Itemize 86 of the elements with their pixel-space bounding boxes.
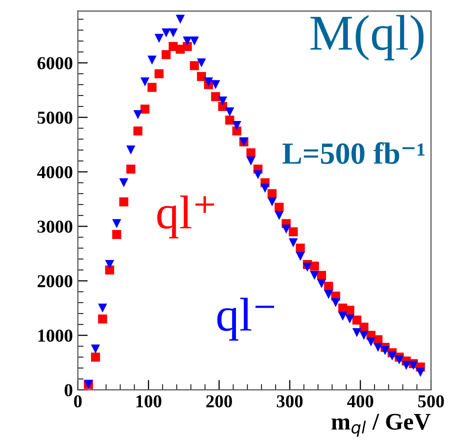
point (394, 355, 404, 364)
x-axis-title: m$_{ql}$ / GeV (332, 414, 431, 437)
point (218, 96, 228, 106)
y-tick-label: 1000 (38, 330, 72, 342)
point (105, 260, 114, 269)
point (168, 28, 178, 38)
point (112, 230, 122, 240)
point (154, 69, 164, 78)
x-tick-label: 0 (74, 395, 82, 408)
point (352, 316, 362, 325)
point (416, 368, 425, 377)
point (310, 270, 319, 280)
point (288, 227, 298, 236)
point (182, 36, 192, 46)
point (91, 344, 100, 354)
point (211, 92, 220, 102)
annotation: M(ql) (310, 14, 424, 60)
point (366, 337, 376, 346)
point (119, 178, 128, 188)
point (282, 224, 291, 234)
point (352, 328, 362, 338)
y-tick-label: 3000 (38, 220, 72, 233)
point (176, 14, 185, 24)
y-tick-label: 5000 (38, 112, 72, 124)
point (190, 36, 199, 46)
point (119, 197, 128, 206)
point (162, 28, 171, 38)
series-label: ql⁺ (157, 196, 214, 238)
point (274, 210, 284, 220)
point (162, 50, 171, 60)
point (148, 82, 157, 92)
point (338, 312, 348, 321)
y-tick-label: 2000 (38, 275, 72, 288)
point (345, 306, 354, 315)
x-tick-label: 300 (276, 395, 303, 408)
point (190, 61, 199, 70)
series-label: ql⁻ (217, 298, 274, 341)
point (126, 164, 136, 174)
x-tick-label: 400 (347, 395, 374, 408)
x-tick-label: 100 (136, 395, 162, 408)
point (253, 170, 262, 180)
point (126, 146, 136, 155)
point (288, 238, 298, 248)
point (268, 197, 277, 206)
point (302, 262, 312, 272)
point (225, 116, 234, 125)
point (105, 265, 114, 274)
point (310, 262, 319, 271)
point (246, 156, 256, 166)
point (91, 352, 100, 362)
point (388, 352, 397, 361)
point (232, 121, 242, 130)
point (268, 189, 277, 198)
annotation: L=500 fb⁻¹ (282, 142, 425, 164)
point (225, 107, 234, 116)
point (211, 80, 220, 90)
point (296, 244, 305, 253)
point (296, 252, 305, 261)
x-tick-label: 200 (206, 395, 232, 408)
point (374, 342, 383, 352)
y-tick-label: 4000 (37, 166, 72, 178)
point (402, 360, 411, 370)
point (98, 314, 108, 324)
point (98, 304, 108, 313)
point (232, 126, 242, 136)
point (140, 104, 150, 114)
point (133, 110, 142, 120)
point (204, 77, 214, 86)
point (154, 34, 164, 43)
point (345, 314, 354, 324)
point (148, 56, 157, 65)
point (133, 126, 142, 136)
point (331, 298, 340, 308)
point (359, 330, 368, 340)
point (380, 346, 390, 356)
point (260, 184, 270, 193)
y-tick-label: 6000 (38, 57, 72, 70)
point (196, 72, 206, 81)
x-tick-label: 500 (418, 395, 444, 408)
point (196, 58, 206, 68)
point (317, 279, 326, 288)
point (112, 219, 122, 228)
point (324, 290, 334, 299)
y-tick-label: 0 (64, 384, 72, 396)
point (140, 77, 150, 86)
point (182, 42, 192, 51)
